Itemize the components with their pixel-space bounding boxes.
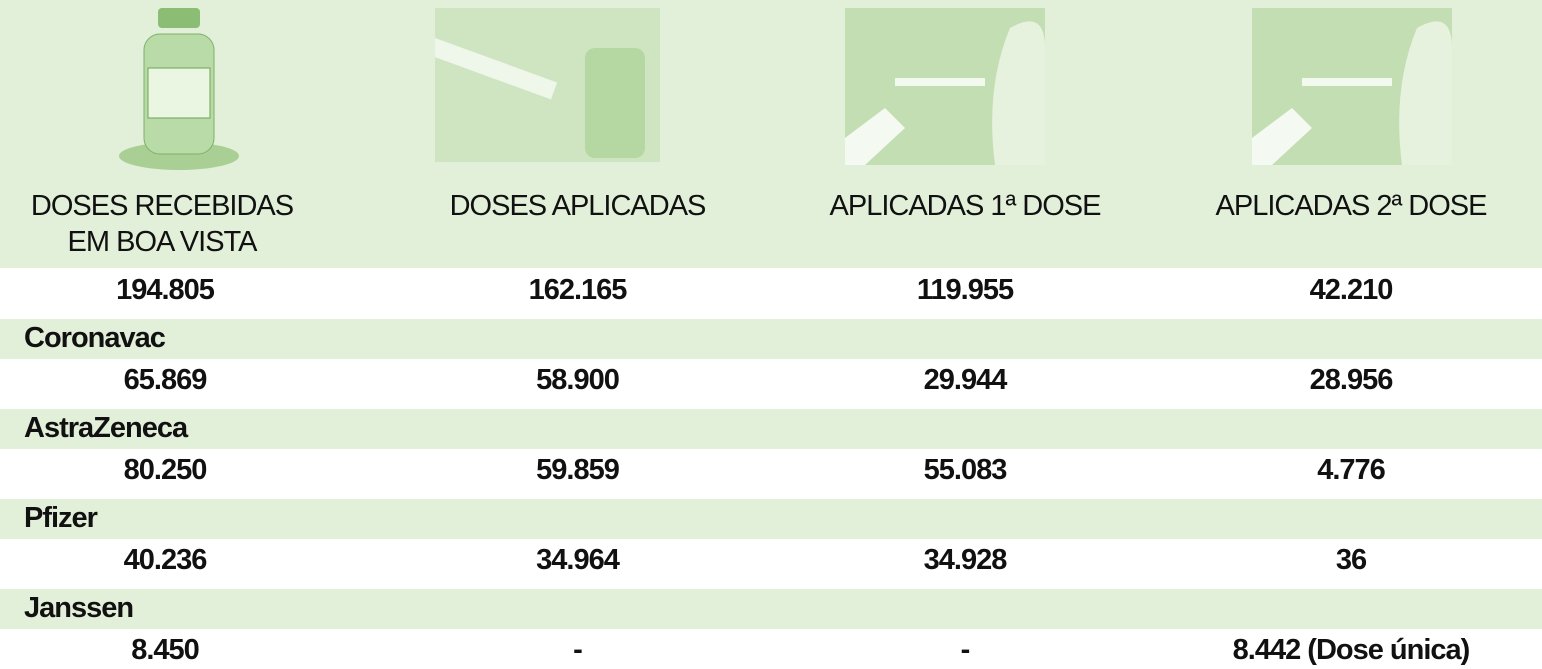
vaccine-name: Pfizer — [24, 502, 98, 534]
value-cell: 36 — [1335, 544, 1367, 576]
value-cell: 34.928 — [923, 544, 1008, 576]
value-cell: 119.955 — [916, 274, 1014, 306]
syringe-image — [435, 8, 660, 162]
value-cell: - — [960, 634, 971, 666]
vaccine-band — [0, 589, 1542, 629]
value-cell: 40.236 — [123, 544, 208, 576]
vaccine-band — [0, 499, 1542, 539]
value-cell: 80.250 — [123, 454, 208, 486]
vaccine-name: AstraZeneca — [24, 412, 188, 444]
value-cell: 8.442 (Dose única) — [1232, 634, 1471, 666]
vaccine-name: Coronavac — [24, 322, 166, 354]
value-cell: 8.450 — [131, 634, 200, 666]
value-cell: 55.083 — [923, 454, 1008, 486]
value-cell: 58.900 — [536, 364, 620, 396]
column-header: DOSES RECEBIDAS EM BOA VISTA — [30, 190, 294, 258]
value-cell: - — [573, 634, 583, 666]
injection-image — [845, 8, 1045, 165]
vaccine-band — [0, 409, 1542, 449]
value-cell: 34.964 — [536, 544, 620, 576]
value-cell: 59.859 — [536, 454, 620, 486]
value-cell: 4.776 — [1317, 454, 1386, 486]
value-cell: 42.210 — [1309, 274, 1394, 306]
vaccine-name: Janssen — [24, 592, 134, 624]
injection-image — [1252, 8, 1452, 165]
value-cell: 29.944 — [923, 364, 1008, 396]
value-cell: 162.165 — [528, 274, 628, 306]
vial-image — [119, 8, 239, 170]
column-header: DOSES APLICADAS — [449, 190, 707, 222]
column-header: APLICADAS 2ª DOSE — [1215, 190, 1488, 222]
vaccine-band — [0, 319, 1542, 359]
value-cell: 65.869 — [123, 364, 208, 396]
column-header: APLICADAS 1ª DOSE — [829, 190, 1102, 222]
value-cell: 28.956 — [1309, 364, 1394, 396]
value-cell: 194.805 — [116, 274, 215, 306]
